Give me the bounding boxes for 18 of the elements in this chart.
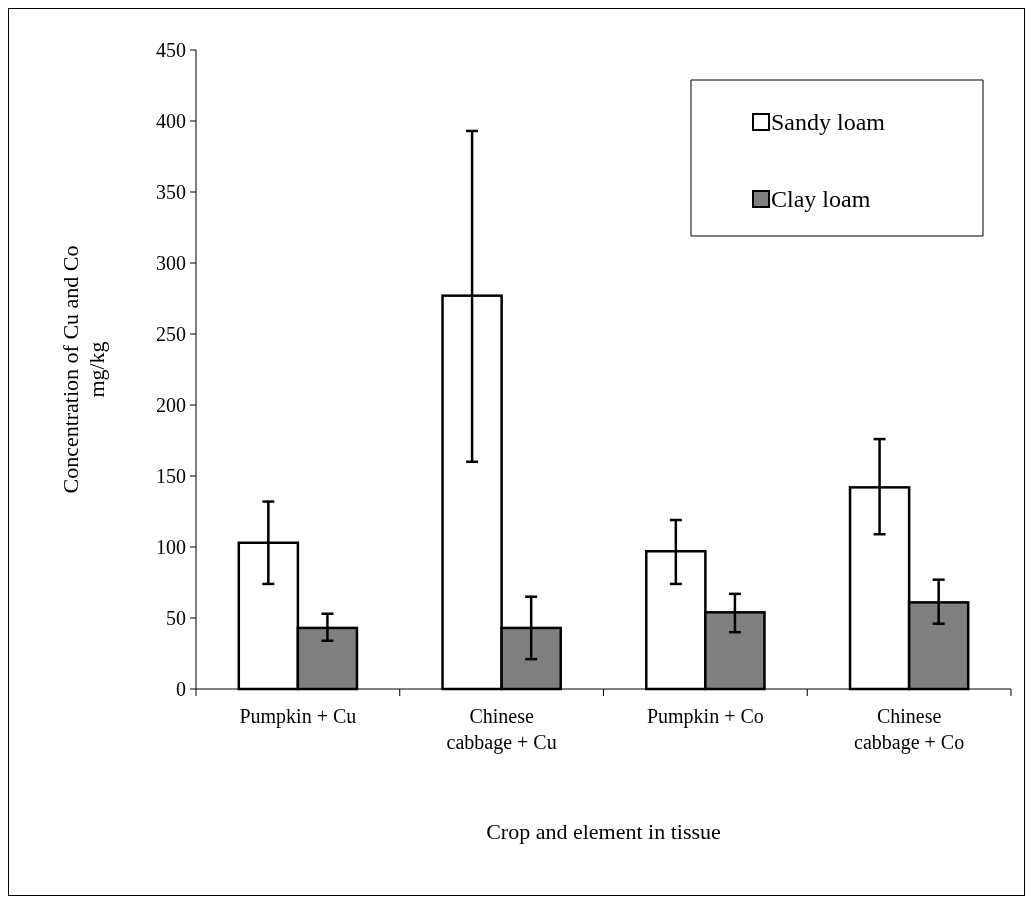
- y-tick-label: 150: [156, 465, 186, 487]
- x-axis-title: Crop and element in tissue: [486, 819, 721, 844]
- y-tick-label: 350: [156, 181, 186, 203]
- y-tick-label: 100: [156, 536, 186, 558]
- x-tick-label: Pumpkin + Co: [646, 705, 764, 728]
- y-tick-label: 450: [156, 39, 186, 61]
- x-tick-label: Chinese cabbage + Cu: [446, 705, 557, 754]
- legend-label: Sandy loam: [771, 109, 886, 136]
- y-tick-label: 250: [156, 323, 186, 345]
- x-tick-label: Pumpkin + Cu: [239, 705, 357, 728]
- legend-label: Clay loam: [771, 186, 871, 213]
- y-tick-label: 400: [156, 110, 186, 132]
- y-tick-label: 0: [176, 678, 186, 700]
- y-axis-title: Concentration of Cu and Co mg/kg: [58, 245, 109, 494]
- x-tick-label: Chinese cabbage + Co: [854, 705, 965, 754]
- y-tick-label: 200: [156, 394, 186, 416]
- y-tick-label: 300: [156, 252, 186, 274]
- y-tick-label: 50: [166, 607, 186, 629]
